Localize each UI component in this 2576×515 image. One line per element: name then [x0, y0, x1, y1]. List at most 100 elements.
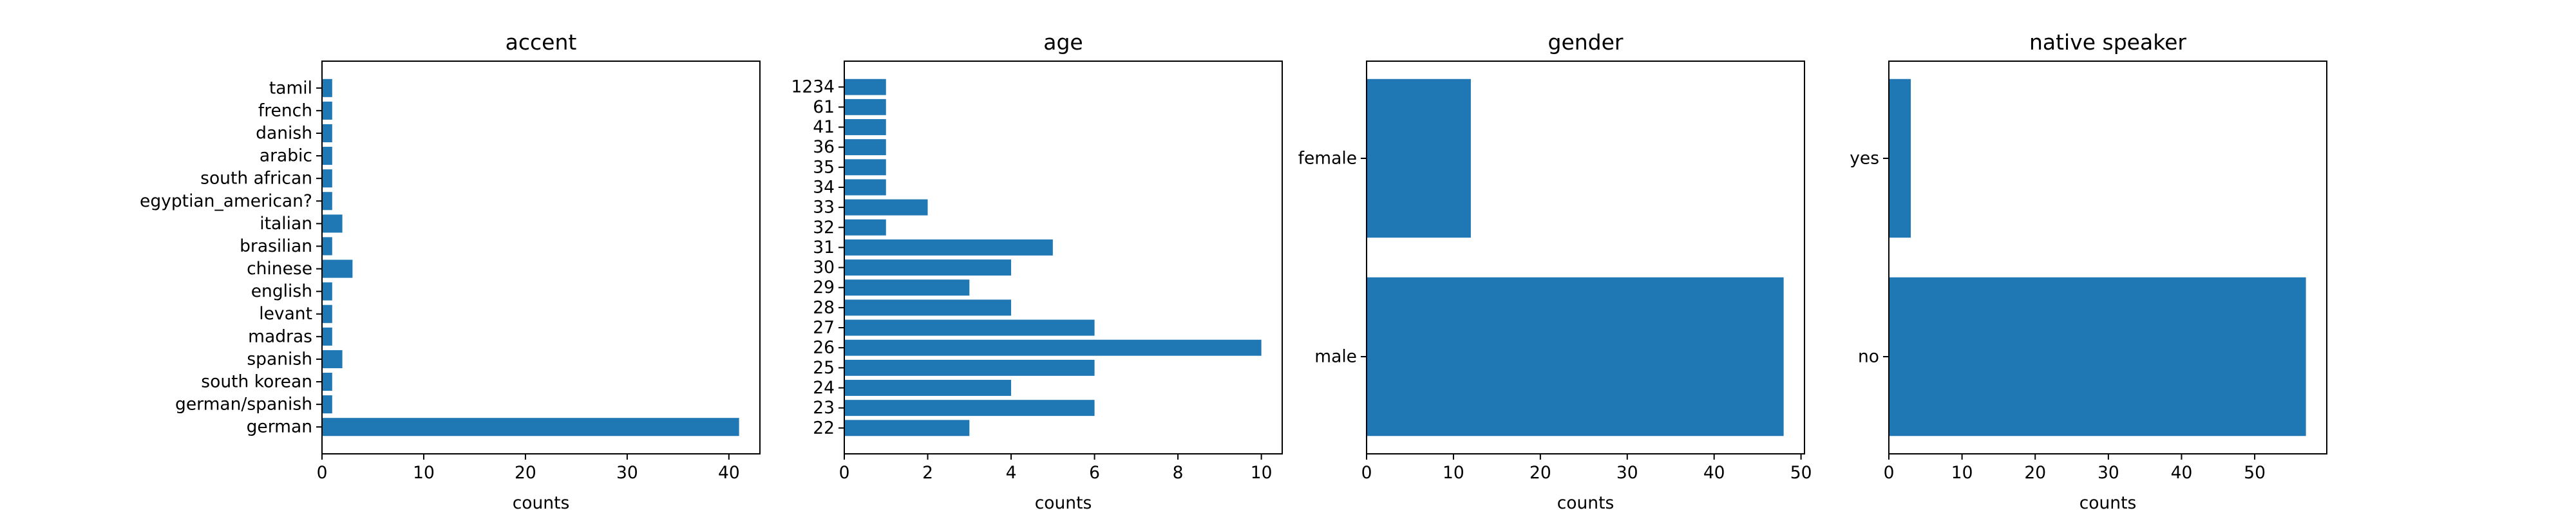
- bar: [844, 239, 1053, 256]
- bar: [844, 400, 1095, 417]
- y-tick-label: 33: [813, 198, 835, 218]
- bar: [844, 359, 1095, 376]
- bar: [844, 319, 1095, 336]
- y-tick-label: english: [251, 281, 312, 301]
- y-tick-label: french: [258, 100, 312, 120]
- y-tick-label: 30: [813, 258, 835, 277]
- bar: [844, 219, 886, 236]
- chart-title: gender: [1548, 30, 1624, 55]
- y-tick-label: 29: [813, 277, 835, 297]
- y-tick-label: chinese: [247, 259, 312, 279]
- x-tick-label: 40: [1703, 463, 1725, 483]
- y-tick-label: 36: [813, 137, 835, 157]
- y-tick-label: german: [247, 417, 312, 437]
- y-tick-label: no: [1858, 347, 1879, 367]
- y-tick-label: 23: [813, 398, 835, 418]
- bar: [322, 350, 343, 368]
- y-tick-label: german/spanish: [175, 395, 312, 415]
- bar: [322, 395, 332, 414]
- x-tick-label: 2: [922, 463, 933, 483]
- x-tick-label: 0: [317, 463, 328, 483]
- y-tick-label: 61: [813, 97, 835, 117]
- x-tick-label: 6: [1089, 463, 1100, 483]
- y-tick-label: 26: [813, 338, 835, 358]
- bar: [844, 420, 970, 436]
- bar: [1367, 277, 1784, 436]
- bar: [322, 259, 353, 278]
- bar: [844, 299, 1012, 316]
- bar: [844, 339, 1262, 356]
- y-tick-label: 41: [813, 117, 835, 137]
- y-tick-label: 34: [813, 177, 835, 197]
- x-tick-label: 0: [839, 463, 850, 483]
- bar: [1889, 79, 1911, 238]
- y-tick-label: 24: [813, 378, 835, 398]
- chart-title: age: [1043, 30, 1083, 55]
- bar: [1367, 79, 1471, 238]
- x-tick-label: 10: [1251, 463, 1273, 483]
- bar: [844, 79, 886, 95]
- y-tick-label: 31: [813, 238, 835, 258]
- chart-gender: gender counts male female 0 10 20 30 40 50: [1298, 30, 1812, 513]
- y-tick-label: levant: [259, 304, 312, 324]
- x-tick-label: 10: [1951, 463, 1973, 483]
- chart-title: native speaker: [2029, 30, 2186, 55]
- x-tick-label: 20: [1530, 463, 1551, 483]
- y-tick-label: italian: [260, 214, 312, 234]
- bar: [322, 214, 343, 233]
- x-tick-label: 30: [1616, 463, 1638, 483]
- bar: [322, 124, 332, 143]
- bar: [322, 79, 332, 97]
- x-tick-label: 20: [2024, 463, 2046, 483]
- x-tick-label: 0: [1884, 463, 1895, 483]
- y-tick-label: female: [1298, 148, 1357, 168]
- bar: [322, 327, 332, 346]
- chart-age: age counts 22232425262728293031323334353…: [791, 30, 1283, 513]
- x-tick-label: 30: [616, 463, 638, 483]
- bar: [322, 101, 332, 120]
- bar: [322, 372, 332, 391]
- x-tick-label: 30: [2098, 463, 2119, 483]
- bar: [844, 139, 886, 156]
- y-tick-label: 27: [813, 318, 835, 338]
- x-tick-label: 40: [718, 463, 740, 483]
- y-tick-label: danish: [256, 123, 312, 143]
- bar: [844, 380, 1012, 396]
- bar: [844, 259, 1012, 276]
- bar: [844, 159, 886, 176]
- y-tick-label: spanish: [247, 349, 312, 369]
- bar: [844, 199, 928, 216]
- bar: [844, 98, 886, 115]
- bar: [322, 192, 332, 211]
- y-tick-label: egyptian_american?: [140, 191, 312, 211]
- axes-frame: [1366, 61, 1805, 454]
- axes-frame: [321, 61, 761, 454]
- x-tick-label: 4: [1006, 463, 1017, 483]
- x-axis-label: counts: [1035, 493, 1092, 513]
- bar: [844, 179, 886, 196]
- x-tick-label: 20: [515, 463, 536, 483]
- x-tick-label: 50: [2244, 463, 2266, 483]
- x-tick-label: 50: [1790, 463, 1812, 483]
- y-tick-label: brasilian: [240, 236, 312, 256]
- bar: [322, 418, 739, 436]
- x-tick-label: 10: [413, 463, 435, 483]
- y-tick-label: 28: [813, 297, 835, 317]
- axes-frame: [844, 61, 1283, 454]
- y-tick-label: 25: [813, 358, 835, 378]
- bar: [322, 282, 332, 301]
- y-tick-label: south korean: [201, 372, 312, 392]
- x-axis-label: counts: [2079, 493, 2137, 513]
- bar: [322, 237, 332, 256]
- y-tick-label: madras: [248, 326, 312, 346]
- chart-native-speaker: native speaker counts no yes 0 10 20 30 40 50: [1850, 30, 2327, 513]
- chart-title: accent: [506, 30, 577, 55]
- y-tick-label: yes: [1850, 148, 1879, 168]
- x-axis-label: counts: [1557, 493, 1615, 513]
- bar: [322, 147, 332, 165]
- x-axis-label: counts: [513, 493, 570, 513]
- bar: [844, 279, 970, 296]
